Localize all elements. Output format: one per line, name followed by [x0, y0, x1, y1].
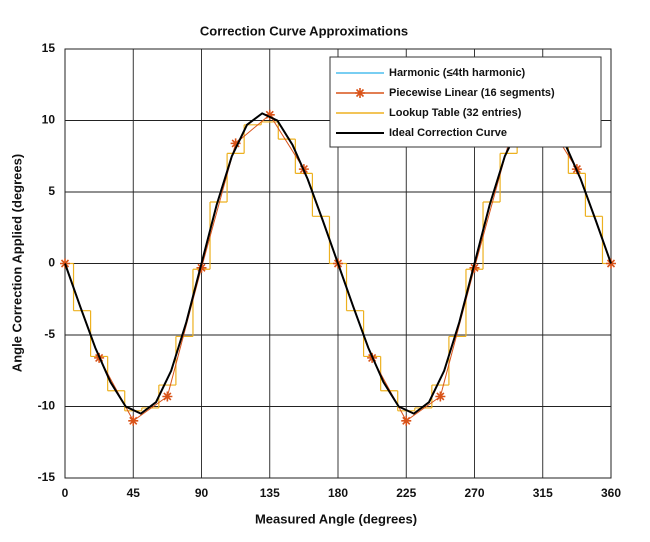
y-tick-label: 10: [42, 113, 56, 127]
marker: [435, 391, 446, 402]
legend-label: Harmonic (≤4th harmonic): [389, 67, 526, 79]
chart-title: Correction Curve Approximations: [200, 23, 408, 38]
y-tick-label: 15: [42, 41, 56, 55]
x-tick-label: 135: [260, 486, 280, 500]
marker: [128, 415, 139, 426]
marker: [230, 138, 241, 149]
x-tick-label: 315: [533, 486, 553, 500]
y-tick-label: 5: [48, 184, 55, 198]
legend-marker: [355, 88, 365, 98]
marker: [264, 109, 275, 120]
x-tick-label: 180: [328, 486, 348, 500]
x-tick-label: 225: [396, 486, 416, 500]
legend-label: Lookup Table (32 entries): [389, 107, 522, 119]
y-tick-label: -5: [44, 327, 55, 341]
y-tick-label: -10: [38, 399, 56, 413]
legend-label: Ideal Correction Curve: [389, 127, 507, 139]
marker: [196, 262, 207, 273]
marker: [401, 415, 412, 426]
y-axis-label: Angle Correction Applied (degrees): [9, 154, 24, 372]
x-tick-label: 0: [62, 486, 69, 500]
marker: [469, 262, 480, 273]
x-tick-label: 360: [601, 486, 621, 500]
marker: [162, 391, 173, 402]
legend-label: Piecewise Linear (16 segments): [389, 87, 555, 99]
y-tick-label: 0: [48, 256, 55, 270]
x-tick-label: 270: [464, 486, 484, 500]
x-tick-label: 90: [195, 486, 209, 500]
x-axis-label: Measured Angle (degrees): [255, 511, 417, 526]
x-tick-label: 45: [127, 486, 141, 500]
y-tick-label: -15: [38, 470, 56, 484]
